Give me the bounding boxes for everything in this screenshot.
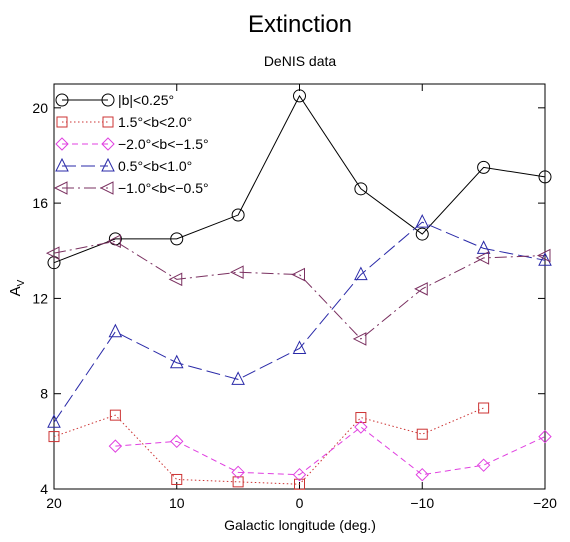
data-point-3 xyxy=(108,323,123,338)
legend-marker-start-0 xyxy=(55,93,69,107)
legend-marker-start-1 xyxy=(56,116,68,128)
data-point-1 xyxy=(294,478,305,490)
data-point-4 xyxy=(107,234,121,249)
data-point-2 xyxy=(108,439,123,453)
data-point-2 xyxy=(231,465,245,480)
y-axis-label-main: A xyxy=(7,286,24,296)
legend-label-0: |b|<0.25° xyxy=(118,92,174,108)
data-point-2 xyxy=(292,467,307,482)
data-point-1 xyxy=(109,409,121,421)
data-point-4 xyxy=(291,267,305,282)
axis-ticks: 20 10 0 −10 −20 4 8 12 16 20 xyxy=(32,84,557,511)
data-point-4 xyxy=(45,246,60,260)
data-point-0 xyxy=(170,232,184,246)
x-axis-label: Galactic longitude (deg.) xyxy=(224,517,376,533)
x-tick-label: 10 xyxy=(169,495,185,511)
data-point-2 xyxy=(476,458,491,472)
data-point-2 xyxy=(170,434,184,449)
legend-marker-start-2 xyxy=(55,137,69,151)
data-point-3 xyxy=(538,252,552,266)
data-point-1 xyxy=(416,428,428,440)
data-point-0 xyxy=(231,208,245,222)
y-tick-label: 8 xyxy=(40,386,48,402)
data-point-4 xyxy=(414,282,428,296)
legend-marker-start-4 xyxy=(53,181,68,195)
data-point-1 xyxy=(171,473,183,485)
chart-title: Extinction xyxy=(248,11,352,38)
series-lines xyxy=(53,94,546,485)
series-line-1 xyxy=(53,407,484,485)
legend-label-1: 1.5°<b<2.0° xyxy=(118,114,192,130)
x-tick-label: 20 xyxy=(46,495,62,511)
series-line-4 xyxy=(53,240,546,340)
data-point-3 xyxy=(476,240,491,254)
data-point-3 xyxy=(354,266,368,281)
legend-marker-end-4 xyxy=(99,181,114,195)
data-point-0 xyxy=(354,182,368,196)
data-point-4 xyxy=(168,272,183,287)
series-markers xyxy=(45,89,552,490)
data-point-0 xyxy=(293,89,306,103)
y-tick-label: 12 xyxy=(32,290,48,306)
y-axis-label-sub: V xyxy=(16,279,27,286)
svg-text:AV: AV xyxy=(7,279,27,296)
legend-marker-end-3 xyxy=(101,157,115,172)
data-point-0 xyxy=(538,170,552,184)
data-point-4 xyxy=(352,332,367,346)
legend-label-3: 0.5°<b<1.0° xyxy=(118,158,192,174)
data-point-2 xyxy=(415,467,429,482)
data-point-0 xyxy=(415,227,429,241)
legend-marker-end-1 xyxy=(102,116,114,128)
legend-marker-start-3 xyxy=(55,157,69,172)
legend-marker-end-2 xyxy=(101,137,115,151)
data-point-4 xyxy=(230,265,244,280)
data-point-2 xyxy=(354,420,368,434)
x-tick-label: −20 xyxy=(533,495,557,511)
data-point-1 xyxy=(478,402,490,414)
legend-label-4: −1.0°<b<−0.5° xyxy=(118,180,209,196)
data-point-4 xyxy=(475,251,490,265)
data-point-3 xyxy=(292,340,307,354)
y-tick-label: 16 xyxy=(32,195,48,211)
data-point-0 xyxy=(477,160,491,174)
series-line-3 xyxy=(53,221,546,423)
series-line-2 xyxy=(115,426,546,476)
data-point-3 xyxy=(169,354,184,369)
x-tick-label: 0 xyxy=(296,495,304,511)
x-tick-label: −10 xyxy=(410,495,434,511)
y-axis-label: AV xyxy=(7,279,27,296)
data-point-1 xyxy=(232,476,244,488)
data-point-1 xyxy=(355,412,367,424)
data-point-1 xyxy=(48,431,60,443)
legend-label-2: −2.0°<b<−1.5° xyxy=(118,136,209,152)
y-tick-label: 20 xyxy=(32,100,48,116)
data-point-3 xyxy=(47,414,61,428)
data-point-2 xyxy=(538,429,552,444)
legend: |b|<0.25° 1.5°<b<2.0° −2.0°<b<−1.5° 0.5°<b<… xyxy=(53,92,209,196)
y-tick-label: 4 xyxy=(40,481,48,497)
data-point-3 xyxy=(415,214,430,228)
series-line-0 xyxy=(53,94,546,264)
chart-subtitle: DeNIS data xyxy=(264,53,337,69)
data-point-4 xyxy=(536,248,551,263)
data-point-3 xyxy=(231,371,245,385)
legend-marker-end-0 xyxy=(101,93,115,107)
